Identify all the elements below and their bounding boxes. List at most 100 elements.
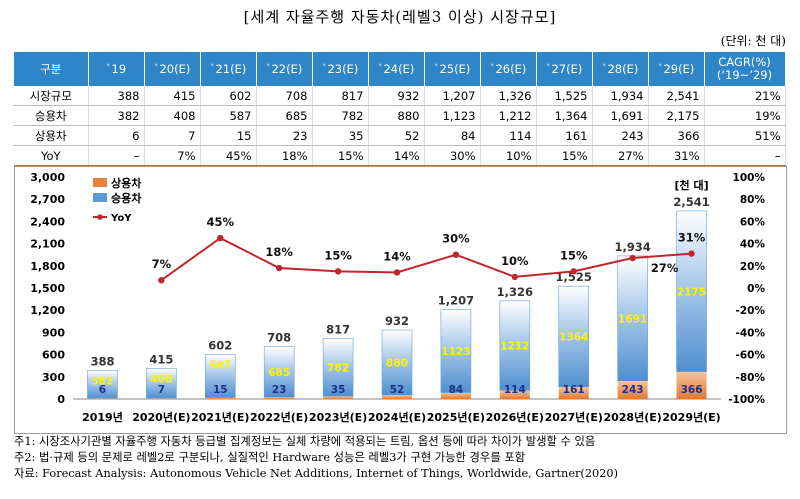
table-cell: 880 (368, 105, 425, 126)
y-right-tick-label: -60% (736, 350, 766, 362)
cagr-cell: – (704, 145, 786, 167)
chart-unit-label: [천 대] (674, 178, 708, 192)
yoy-point (688, 250, 695, 257)
table-cell: 52 (368, 125, 425, 146)
yoy-label: 15% (560, 248, 588, 262)
total-label: 817 (326, 323, 350, 337)
bar-passenger (440, 309, 472, 394)
table-cell: 1,934 (592, 86, 649, 106)
bar-passenger (322, 338, 354, 397)
commercial-value-label: 366 (681, 384, 703, 396)
y-right-tick-label: -100% (728, 394, 765, 406)
cagr-header: CAGR(%) (718, 55, 771, 69)
y-right-tick-label: 40% (740, 239, 766, 251)
y-left-tick-label: 1,500 (30, 282, 65, 295)
stacked-bar-chart: 0 300 600 900 1,200 1,500 1,800 2,100 2,400 2,700… (30, 171, 766, 424)
y-right-tick-label: 20% (740, 261, 766, 273)
table-cell: 6 (88, 125, 145, 146)
x-tick-label: 2025년(E) (427, 410, 485, 424)
cagr-cell: 51% (704, 125, 786, 146)
table-row: 상용차 6 7 15 23 35 52 84 114 161 243 366 51% (14, 125, 786, 146)
table-cell: 15% (536, 145, 593, 167)
yoy-point (629, 254, 636, 262)
y-left-tick-label: 600 (42, 349, 65, 362)
total-label: 1,207 (438, 294, 474, 308)
bar-commercial (205, 397, 236, 399)
cagr-cell: 21% (704, 86, 786, 106)
bar-commercial (558, 387, 589, 399)
page-title: [세계 자율주행 자동차(레벨3 이상) 시장규모] (243, 8, 557, 26)
bar-passenger (558, 285, 590, 388)
yoy-point (452, 251, 460, 258)
header-cell: `19 (88, 52, 145, 86)
table-cell: 15 (200, 125, 257, 146)
legend-commercial-label: 상용차 (111, 176, 142, 190)
x-tick-label: 2022년(E) (250, 410, 308, 424)
total-label: 1,525 (556, 270, 592, 284)
y-right-tick-label: 0% (747, 283, 765, 295)
y-left-tick-label: 0 (57, 393, 65, 406)
yoy-point (334, 268, 342, 275)
table-cell: 1,326 (480, 86, 537, 106)
yoy-label: 31% (678, 231, 706, 245)
total-label: 932 (385, 314, 409, 328)
passenger-value-label: 408 (150, 373, 172, 385)
yoy-point (275, 264, 283, 272)
commercial-value-label: 114 (504, 384, 526, 396)
yoy-line (160, 236, 692, 282)
passenger-value-label: 685 (268, 367, 290, 379)
y-left-tick-label: 1,800 (30, 260, 65, 273)
yoy-point (511, 273, 519, 281)
y-left-tick-label: 2,100 (30, 238, 65, 251)
table-cell: 45% (200, 145, 257, 167)
table-header-row: 구분 `19 `20(E) `21(E) `22(E) `23(E) `24(E… (14, 52, 786, 86)
table-cell: 685 (256, 105, 313, 126)
bar-passenger (499, 300, 531, 391)
yoy-label: 10% (501, 254, 529, 268)
y-left-tick-label: 2,400 (30, 215, 65, 228)
passenger-value-label: 587 (209, 359, 231, 371)
row-label: YoY (14, 145, 89, 167)
bar-commercial (440, 392, 471, 399)
cagr-cell: 19% (704, 105, 786, 126)
yoy-label: 7% (152, 257, 172, 271)
legend-yoy-marker (97, 214, 103, 220)
table-cell: 23 (256, 125, 313, 146)
yoy-point (393, 269, 401, 276)
table-cell: 2,175 (648, 105, 705, 126)
header-cell-cagr: CAGR(%) (‘19~’29) (704, 52, 786, 86)
total-label: 415 (149, 352, 173, 366)
yoy-point (570, 268, 577, 275)
table-cell: 415 (144, 86, 201, 106)
x-tick-label: 2020년(E) (132, 410, 190, 424)
table-cell: 388 (88, 86, 145, 106)
commercial-value-label: 23 (272, 384, 287, 396)
table-row: YoY –7% 45% 18% 15% 14% 30% 10% 15% 27% 31% – (14, 145, 786, 167)
passenger-value-label: 1212 (500, 341, 529, 353)
table-cell: 1,364 (536, 105, 593, 126)
passenger-value-label: 382 (91, 375, 113, 387)
row-label: 상용차 (14, 125, 89, 146)
row-label: 시장규모 (14, 86, 89, 106)
table-cell: 2,541 (648, 86, 705, 106)
x-tick-label: 2026년(E) (486, 410, 544, 424)
table-cell: 161 (536, 125, 593, 146)
table-cell: 35 (312, 125, 369, 146)
total-label: 2,541 (673, 195, 709, 209)
x-tick-label: 2024년(E) (368, 410, 426, 424)
table-cell: 1,525 (536, 86, 593, 106)
table-cell: 31% (648, 145, 705, 167)
y-left-tick-label: 300 (42, 371, 65, 384)
bar-commercial (676, 371, 707, 399)
table-cell: 84 (424, 125, 481, 146)
total-label: 1,326 (497, 285, 533, 299)
source-note: 자료: Forecast Analysis: Autonomous Vehicl… (14, 467, 618, 480)
table-cell: 932 (368, 86, 425, 106)
commercial-value-label: 243 (622, 384, 644, 396)
table-cell: 817 (312, 86, 369, 106)
passenger-value-label: 1691 (618, 313, 647, 325)
y-left-tick-label: 3,000 (30, 171, 65, 184)
footnote-1: 주1: 시장조사기관별 자율주행 자동차 등급별 집계정보는 실체 차량에 적용… (14, 435, 596, 448)
footnote-2: 주2: 법·규제 등의 문제로 레벨2로 구분되나, 실질적인 Hardware… (14, 451, 526, 464)
table-cell: 382 (88, 105, 145, 126)
